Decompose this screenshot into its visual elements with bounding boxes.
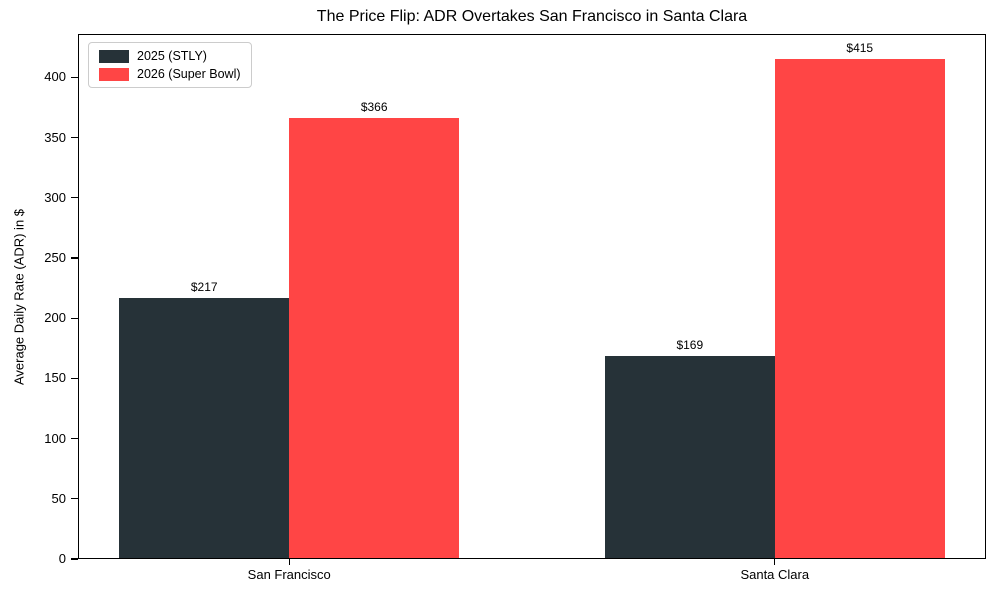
y-axis-label: Average Daily Rate (ADR) in $	[11, 208, 27, 386]
y-tick-mark	[71, 197, 78, 199]
chart-title: The Price Flip: ADR Overtakes San Franci…	[316, 8, 748, 25]
y-tick-mark	[71, 558, 78, 560]
bar-value-label: $415	[846, 41, 874, 56]
y-tick-mark	[71, 257, 78, 259]
x-tick-label-san-francisco: San Francisco	[247, 567, 331, 582]
plot-area: 2025 (STLY) 2026 (Super Bowl) $217 $169 $3…	[78, 34, 986, 559]
y-tick-mark	[71, 377, 78, 379]
bar-value-label: $169	[676, 337, 704, 352]
bar-san-francisco-2026	[289, 118, 460, 559]
legend-item-2026: 2026 (Super Bowl)	[99, 67, 241, 81]
bar-value-label: $366	[360, 100, 388, 115]
x-tick-label-santa-clara: Santa Clara	[740, 567, 810, 582]
bar-santa-clara-2025	[604, 355, 775, 559]
legend-swatch-2025	[99, 49, 129, 63]
y-tick-mark	[71, 437, 78, 440]
y-tick-mark	[71, 76, 78, 78]
bar-value-label: $217	[190, 279, 218, 294]
y-tick-label: 100	[44, 430, 66, 446]
y-tick-label: 150	[44, 370, 66, 386]
bar-santa-clara-2026	[774, 59, 945, 559]
y-tick-mark	[71, 498, 78, 500]
y-tick-label: 350	[44, 129, 66, 145]
legend: 2025 (STLY) 2026 (Super Bowl)	[88, 42, 252, 88]
y-tick-mark	[71, 317, 78, 319]
legend-label-2026: 2026 (Super Bowl)	[137, 67, 241, 81]
legend-swatch-2026	[99, 67, 129, 81]
y-tick-label: 50	[51, 490, 66, 506]
y-tick-label: 400	[44, 69, 66, 85]
legend-label-2025: 2025 (STLY)	[137, 49, 207, 63]
y-tick-mark	[71, 136, 78, 139]
y-tick-label: 250	[44, 249, 66, 265]
y-tick-label: 300	[44, 189, 66, 205]
legend-item-2025: 2025 (STLY)	[99, 49, 241, 63]
x-tick-mark	[774, 559, 776, 565]
bar-san-francisco-2025	[119, 297, 290, 559]
y-tick-label: 200	[44, 310, 66, 326]
x-tick-mark	[288, 559, 290, 565]
y-tick-label: 0	[58, 551, 66, 566]
